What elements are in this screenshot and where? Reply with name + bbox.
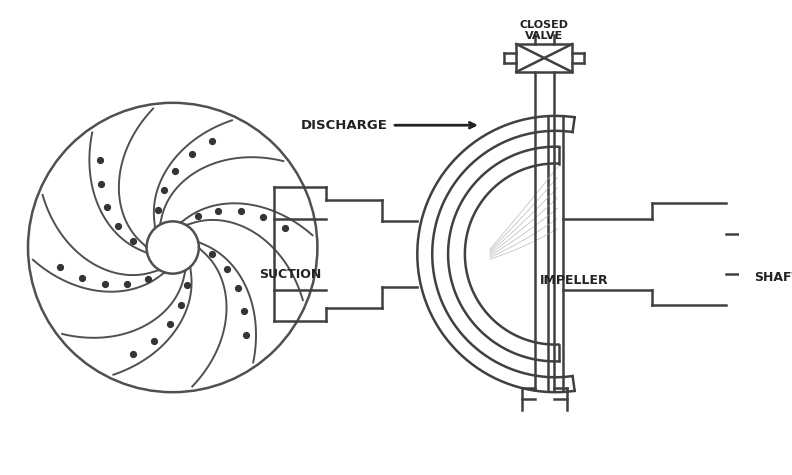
Text: DISCHARGE: DISCHARGE (300, 119, 387, 132)
Text: SUCTION: SUCTION (259, 268, 321, 281)
Bar (516, 44, 573, 72)
Text: SHAFT: SHAFT (755, 271, 792, 284)
Text: CLOSED
VALVE: CLOSED VALVE (520, 20, 569, 41)
Text: IMPELLER: IMPELLER (540, 274, 608, 287)
